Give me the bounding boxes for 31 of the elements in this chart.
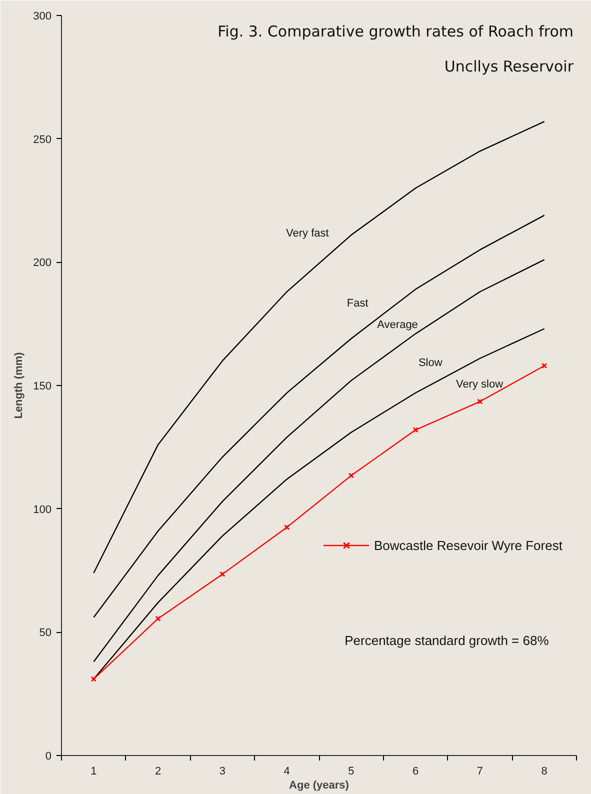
x-tick-label: 8: [541, 766, 548, 778]
y-tick-label: 250: [33, 134, 52, 146]
point: [155, 616, 161, 622]
annotation: Very slow: [456, 378, 504, 390]
legend-label: Bowcastle Resevoir Wyre Forest: [374, 538, 562, 552]
point: [348, 472, 354, 478]
x-tick-label: 3: [219, 766, 226, 778]
series-label: Average: [377, 318, 418, 331]
x-tick-label: 5: [348, 766, 354, 778]
annotation: Percentage standard growth = 68%: [344, 633, 550, 648]
y-axis-title: Length (mm): [13, 352, 26, 419]
point: [477, 398, 483, 404]
y-tick-label: 50: [39, 627, 52, 640]
y-tick-label: 300: [33, 10, 52, 22]
point: [284, 524, 290, 530]
x-tick-label: 1: [90, 766, 97, 778]
y-tick-label: 100: [33, 504, 52, 516]
y-tick-label: 0: [45, 750, 52, 762]
x-axis-title: Age (years): [289, 780, 350, 792]
point: [220, 571, 226, 578]
series-label: Slow: [418, 356, 442, 369]
x-tick-label: 4: [284, 766, 290, 778]
point: [412, 427, 418, 433]
x-tick-label: 7: [476, 766, 484, 778]
text: Fig. 3. Comparative growth rates of Roach from Uncllys Reservoir: [218, 22, 574, 76]
y-tick-label: 150: [33, 380, 52, 392]
series-label: Very fast: [286, 228, 329, 240]
y-tick-label: 200: [33, 257, 52, 270]
series-label: Fast: [346, 298, 368, 310]
x-tick-label: 6: [412, 766, 419, 778]
x-tick-label: 2: [155, 766, 162, 778]
